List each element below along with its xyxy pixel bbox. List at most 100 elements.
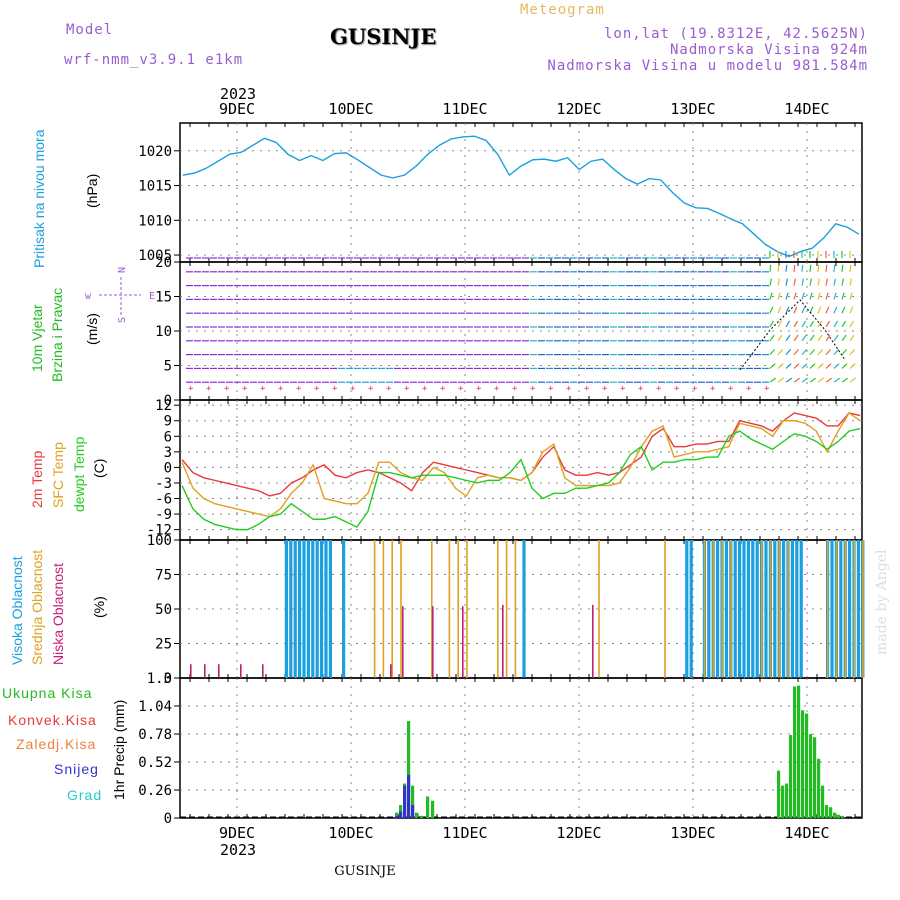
wind-speed-mark: +: [476, 384, 482, 394]
wind-speed-mark: +: [332, 384, 338, 394]
precip-unit: 1hr Precip (mm): [111, 700, 127, 800]
cloud-low-bar: [462, 606, 464, 678]
wind-barbs: + + + + + + + + + + + + + + + + + + + + + + + + + + + + + + + + +: [186, 251, 857, 394]
wind-speed-mark: +: [638, 384, 644, 394]
wind-speed-mark: +: [620, 384, 626, 394]
wind-speed-mark: +: [656, 384, 662, 394]
wind-barb: [849, 278, 853, 286]
wind-speed-mark: +: [404, 384, 410, 394]
cloud-low-bar: [240, 664, 242, 678]
cloud-mid-bar: [712, 540, 715, 678]
wind-speed-mark: +: [386, 384, 392, 394]
wind-barb: [809, 278, 813, 286]
cloud-high-bar: [782, 540, 786, 678]
cloud-high-bar: [733, 540, 737, 678]
y-tick-label: 20: [155, 255, 172, 271]
cloud-high-bar: [298, 540, 302, 678]
y-tick-label: -6: [155, 492, 172, 508]
pressure-unit: (hPa): [84, 174, 100, 208]
wind-barb: [833, 278, 837, 286]
temp-unit: (C): [91, 459, 107, 478]
wind-barb: [841, 292, 845, 300]
y-tick-label: 0: [164, 460, 172, 476]
y-tick-label: 9: [164, 414, 172, 430]
cloud-mid-bar: [431, 540, 433, 678]
wind-barb: [769, 278, 773, 286]
precip-total-bar: [817, 758, 821, 818]
cloud-mid-bar: [827, 540, 829, 678]
wind-barb: [833, 320, 839, 328]
wind-barb: [817, 320, 823, 328]
y-tick-label: -3: [155, 476, 172, 492]
cloud-mid-bar: [457, 540, 459, 678]
wind-speed-mark: +: [494, 384, 500, 394]
cloud-high-bar: [328, 540, 332, 678]
cloud-mid-bar: [382, 540, 385, 678]
cloud-mid-bar: [778, 540, 781, 678]
y-tick-label: 50: [155, 602, 172, 618]
temp-sfc-line: [181, 411, 861, 518]
wind-barb: [825, 363, 832, 369]
wind-barb: [817, 292, 821, 300]
precip-total-bar: [420, 815, 424, 818]
elevation-text: Nadmorska Visina 924m: [670, 42, 868, 58]
wind-barb: [809, 363, 816, 369]
y-tick-label: 3: [164, 445, 172, 461]
cloud-low-bar: [502, 604, 504, 678]
plot-layer: 9DEC 9DEC 10DEC 10DEC 11DEC 11DEC 12DEC 12DEC 13…: [138, 100, 865, 842]
cloud-high-bar: [830, 540, 834, 678]
wind-barb: [809, 334, 815, 342]
wind-barb: [817, 363, 824, 369]
wind-barb: [801, 278, 805, 286]
wind-barb: [769, 377, 777, 383]
panel-frame: [179, 122, 863, 263]
wind-speed-mark: +: [296, 384, 302, 394]
day-label-top: 13DEC: [670, 100, 715, 118]
day-label-bottom: 10DEC: [328, 824, 373, 842]
day-label-bottom: 11DEC: [442, 824, 487, 842]
temp-2m-label: 2m Temp: [29, 450, 45, 508]
cloud-mid-bar: [400, 540, 402, 678]
wind-barb: [793, 377, 801, 383]
wind-barb: [825, 334, 831, 342]
wind-barb: [833, 306, 838, 314]
cloud-high-bar: [839, 540, 843, 678]
wind-barb: [777, 334, 783, 342]
wind-barb: [841, 278, 845, 286]
wind-speed-mark: +: [422, 384, 428, 394]
wind-barb: [833, 334, 839, 342]
cloud-high-bar: [302, 540, 306, 678]
precip-total-bar: [797, 685, 801, 818]
wind-barb: [849, 363, 856, 369]
wind-gust-line: [739, 299, 846, 371]
cloud-mid-bar: [497, 540, 499, 678]
cloud-high-bar: [342, 540, 346, 678]
precip-total-bar: [809, 734, 813, 818]
cloud-low-bar: [592, 604, 594, 678]
wind-barb: [841, 377, 849, 383]
wind-barb: [777, 306, 782, 314]
wind-barb: [833, 348, 840, 356]
wind-speed-mark: +: [746, 384, 752, 394]
wind-barb: [817, 278, 821, 286]
wind-barb: [793, 334, 799, 342]
wind-speed-mark: +: [602, 384, 608, 394]
precip-total-bar: [431, 800, 435, 818]
day-label-top: 9DEC: [219, 100, 255, 118]
wind-barb: [825, 306, 830, 314]
precip-snow-bar: [407, 774, 411, 818]
precip-total-bar: [781, 785, 785, 818]
wind-barb: [793, 348, 800, 356]
precip-total-label: Ukupna Kisa: [2, 685, 92, 701]
wind-barb: [793, 306, 798, 314]
precip-total-bar: [837, 814, 841, 818]
footer-title: GUSINJE: [334, 864, 395, 879]
wind-barb: [825, 320, 831, 328]
pressure-line: [182, 135, 860, 258]
day-label-bottom: 13DEC: [670, 824, 715, 842]
pressure-label: Pritisak na nivou mora: [31, 129, 47, 268]
wind-label-2: Brzina i Pravac: [49, 288, 65, 382]
wind-barb: [785, 264, 788, 272]
precip-frz-label: Zaledj.Kisa: [16, 736, 96, 752]
cloud-high-bar: [755, 540, 759, 678]
